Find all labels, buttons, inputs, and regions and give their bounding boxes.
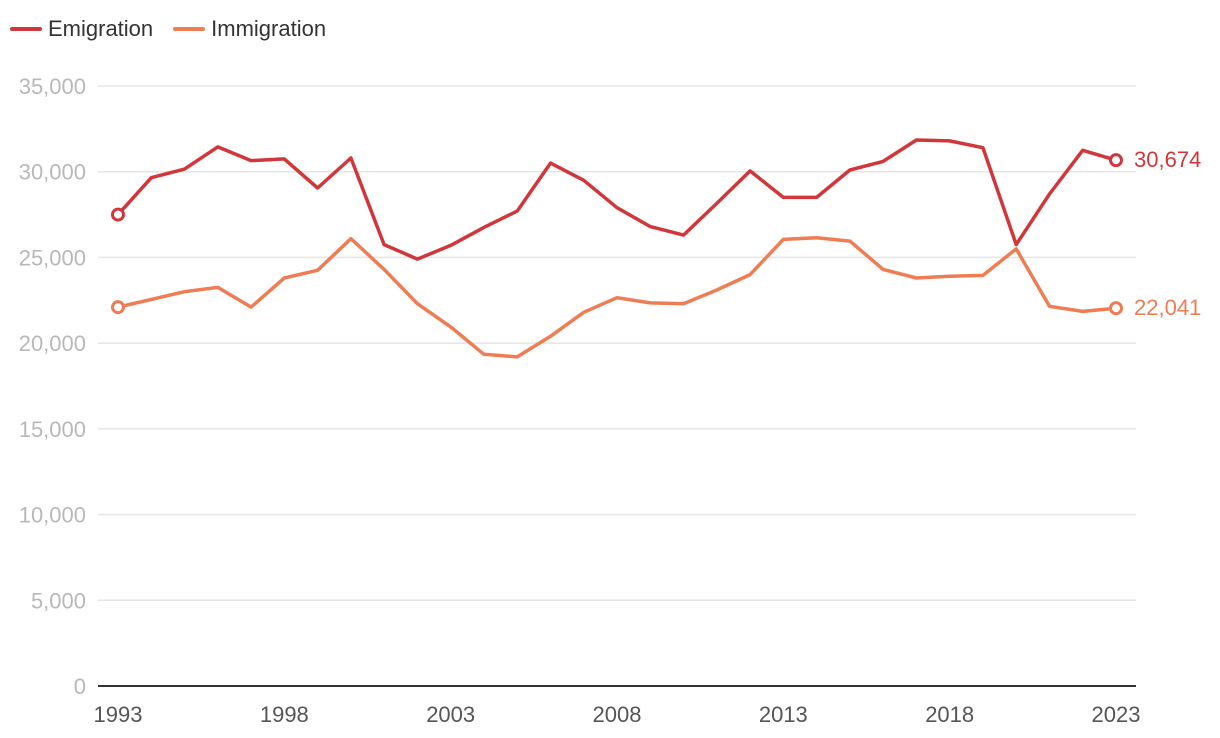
- x-tick-label: 2008: [593, 702, 642, 727]
- y-tick-label: 20,000: [19, 331, 86, 356]
- y-axis-tick-labels: 0 5,000 10,000 15,000 20,000 25,000 30,000 35,0…: [19, 74, 86, 699]
- x-axis-tick-labels: 1993 1998 2003 2008 2013 2018 2023: [94, 702, 1141, 727]
- x-tick-label: 1998: [260, 702, 309, 727]
- end-markers: 30,674 22,041: [111, 147, 1201, 320]
- y-tick-label: 25,000: [19, 245, 86, 270]
- x-tick-label: 2013: [759, 702, 808, 727]
- x-tick-label: 2003: [426, 702, 475, 727]
- legend-label-emigration: Emigration: [48, 16, 154, 41]
- legend-item-emigration: Emigration: [10, 14, 153, 44]
- end-marker-immigration: [1109, 301, 1123, 316]
- end-value-label-emigration: 30,674: [1134, 147, 1201, 172]
- series-line-immigration: [116, 235, 1118, 359]
- x-tick-label: 2023: [1092, 702, 1141, 727]
- legend-label-immigration: Immigration: [211, 16, 327, 41]
- y-tick-label: 10,000: [19, 503, 86, 528]
- y-tick-label: 0: [74, 674, 86, 699]
- chart-legend: Emigration Immigration: [10, 14, 346, 44]
- series-line-emigration: [116, 138, 1118, 261]
- legend-swatch-immigration: [173, 27, 206, 31]
- x-tick-label: 2018: [925, 702, 974, 727]
- start-marker-immigration: [111, 300, 125, 315]
- y-tick-label: 5,000: [31, 588, 86, 613]
- legend-item-immigration: Immigration: [173, 14, 326, 44]
- legend-swatch-emigration: [10, 27, 42, 31]
- end-value-label-immigration: 22,041: [1134, 295, 1201, 320]
- y-tick-label: 30,000: [19, 160, 86, 185]
- y-tick-label: 35,000: [19, 74, 86, 99]
- start-marker-emigration: [111, 207, 125, 222]
- gridlines: [98, 85, 1136, 602]
- y-tick-label: 15,000: [19, 417, 86, 442]
- end-marker-emigration: [1109, 153, 1123, 168]
- series-lines: [116, 138, 1118, 359]
- x-tick-label: 1993: [94, 702, 143, 727]
